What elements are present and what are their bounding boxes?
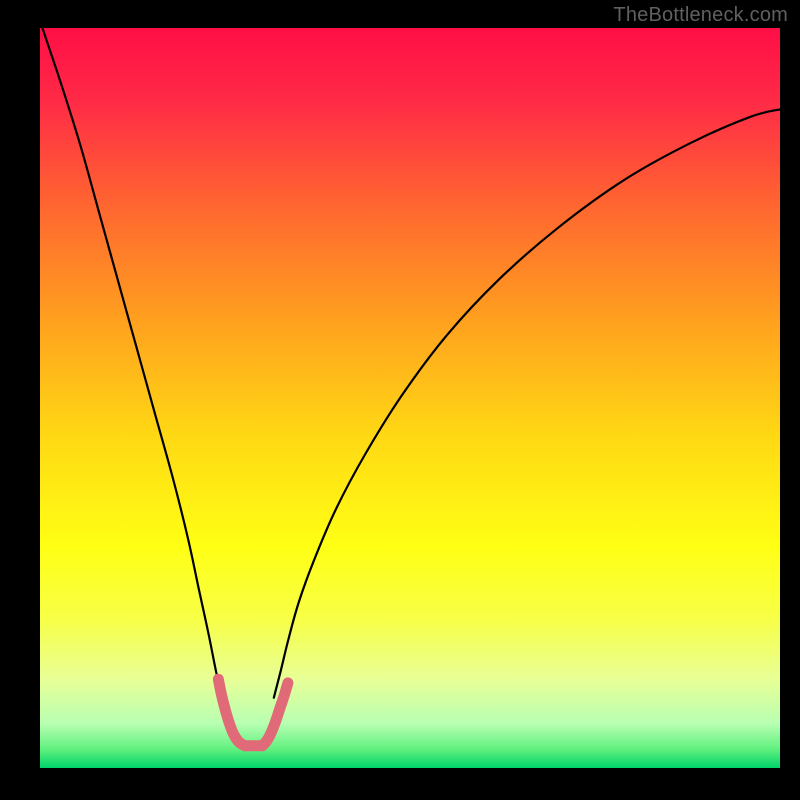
plot-area xyxy=(40,28,780,768)
chart-container: TheBottleneck.com xyxy=(0,0,800,800)
watermark-text: TheBottleneck.com xyxy=(613,4,788,27)
chart-svg xyxy=(40,28,780,768)
